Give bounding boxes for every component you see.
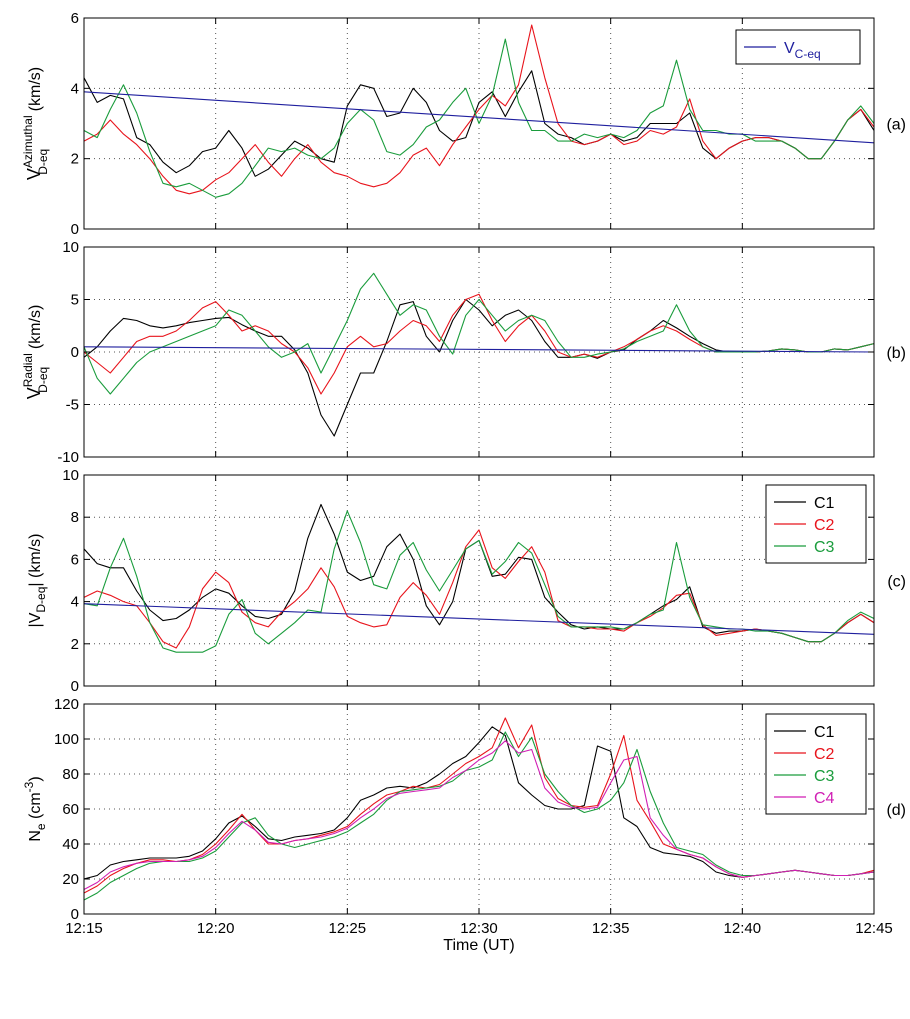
- y-tick-label: 5: [71, 292, 79, 309]
- panel-c: 0 2 4 6 8 10 (c) |VD-eq| (km/s) C1 C2 C3: [27, 467, 906, 695]
- y-tick-label: 0: [71, 906, 79, 923]
- legend-label: C1: [814, 724, 835, 741]
- series-line-c4: [84, 740, 874, 890]
- y-tick-label: 80: [62, 766, 79, 783]
- y-label-sub: e: [34, 823, 48, 830]
- series-line-c3: [84, 510, 874, 653]
- y-tick-label: 20: [62, 871, 79, 888]
- y-tick-label: 4: [71, 80, 79, 97]
- y-label-sub: D-eq: [36, 149, 50, 175]
- x-axis-label: Time (UT): [443, 937, 514, 954]
- y-tick-label: 10: [62, 467, 79, 484]
- panel-label: (b): [886, 345, 906, 362]
- x-tick-label: 12:25: [329, 920, 367, 937]
- y-tick-label: -10: [57, 449, 79, 466]
- y-tick-label: 100: [54, 731, 79, 748]
- y-label-sup: -3: [22, 781, 36, 792]
- series-line-c3: [84, 272, 874, 395]
- x-tick-label: 12:20: [197, 920, 235, 937]
- x-tick-label: 12:40: [724, 920, 762, 937]
- panel-label: (d): [886, 802, 906, 819]
- y-label-text: N: [27, 830, 44, 842]
- panel-label: (a): [886, 117, 906, 134]
- series-line-c2: [84, 529, 874, 649]
- legend-label: C4: [814, 790, 835, 807]
- y-tick-label: 0: [71, 344, 79, 361]
- legend-text: V: [784, 40, 795, 57]
- y-tick-label: 6: [71, 551, 79, 568]
- legend-text: C4: [814, 790, 835, 807]
- series-line-vceq: [84, 603, 874, 635]
- y-label-text: ): [27, 776, 44, 781]
- y-label-text: (km/s): [27, 67, 44, 116]
- legend-text: C3: [814, 539, 835, 556]
- x-tick-label: 12:30: [460, 920, 498, 937]
- y-tick-label: 8: [71, 509, 79, 526]
- y-label-text: (km/s): [27, 305, 44, 354]
- y-tick-label: 0: [71, 221, 79, 238]
- series-line-vceq: [84, 346, 874, 353]
- y-tick-label: 40: [62, 836, 79, 853]
- legend: VC-eq: [735, 29, 861, 65]
- legend-text: C3: [814, 768, 835, 785]
- y-label-sup: Azimuthal: [21, 115, 35, 168]
- y-label-text: |V: [27, 612, 44, 627]
- legend-label: VC-eq: [784, 40, 821, 61]
- legend-label: C1: [814, 495, 835, 512]
- legend-sub: C-eq: [795, 47, 821, 61]
- y-axis-label: VRadialD-eq (km/s): [21, 305, 50, 400]
- legend-text: C1: [814, 495, 835, 512]
- series-line-c2: [84, 24, 874, 195]
- y-label-text: | (km/s): [27, 534, 44, 587]
- y-label-sub: D-eq: [34, 587, 48, 613]
- y-label-text: (cm: [27, 792, 44, 823]
- panel-d: 0 20 40 60 80 100 120 12:15 12:20 12:25 12:30 12:35…: [22, 696, 906, 954]
- legend: C1 C2 C3: [765, 484, 867, 564]
- panel-label: (c): [887, 574, 906, 591]
- legend-label: C2: [814, 746, 835, 763]
- legend-box: [735, 29, 861, 65]
- y-label-text: V: [24, 168, 44, 180]
- y-axis-label: Ne (cm-3): [22, 776, 48, 841]
- legend: C1 C2 C3 C4: [765, 713, 867, 815]
- x-tick-label: 12:15: [65, 920, 103, 937]
- legend-label: C2: [814, 517, 835, 534]
- y-tick-label: 2: [71, 636, 79, 653]
- y-tick-label: 6: [71, 10, 79, 27]
- y-tick-label: 2: [71, 151, 79, 168]
- series-line-c3: [84, 731, 874, 901]
- series-line-c2: [84, 293, 874, 395]
- y-tick-label: -5: [66, 397, 79, 414]
- y-tick-label: 120: [54, 696, 79, 713]
- y-axis-label: |VD-eq| (km/s): [27, 534, 48, 628]
- y-tick-label: 0: [71, 678, 79, 695]
- x-tick-label: 12:35: [592, 920, 630, 937]
- y-tick-label: 4: [71, 594, 79, 611]
- legend-label: C3: [814, 768, 835, 785]
- legend-text: C2: [814, 517, 835, 534]
- y-axis-label: VAzimuthalD-eq (km/s): [21, 67, 50, 180]
- legend-text: C1: [814, 724, 835, 741]
- legend-label: C3: [814, 539, 835, 556]
- series-line-vceq: [84, 91, 874, 144]
- y-label-text: V: [24, 387, 44, 399]
- x-tick-label: 12:45: [855, 920, 893, 937]
- panel-b: -10 -5 0 5 10 (b) VRadialD-eq (km/s): [21, 239, 906, 466]
- y-tick-label: 60: [62, 801, 79, 818]
- y-label-sub: D-eq: [36, 367, 50, 393]
- y-tick-label: 10: [62, 239, 79, 256]
- legend-text: C2: [814, 746, 835, 763]
- y-label-sup: Radial: [21, 353, 35, 387]
